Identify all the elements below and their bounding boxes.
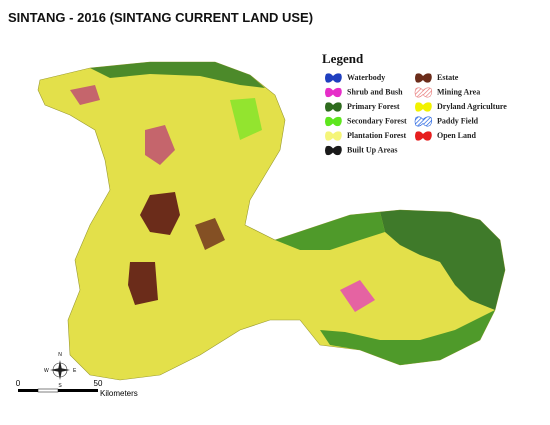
land-use-map [37, 61, 506, 381]
map-title: SINTANG - 2016 (SINTANG CURRENT LAND USE… [8, 10, 313, 25]
legend-swatch [325, 116, 342, 127]
east-label: E [73, 368, 77, 374]
scale-bar: 0 50 Kilometers [16, 379, 138, 398]
north-label: N [58, 352, 62, 358]
scale-end: 50 [94, 379, 103, 388]
legend-title: Legend [322, 51, 364, 66]
legend-swatch [415, 131, 432, 141]
legend-label: Dryland Agriculture [437, 102, 507, 111]
legend-label: Open Land [437, 131, 476, 140]
scale-unit: Kilometers [100, 389, 138, 398]
legend-label: Primary Forest [347, 102, 400, 111]
legend-label: Secondary Forest [347, 116, 407, 125]
legend-swatch [325, 131, 342, 141]
legend-label: Built Up Areas [347, 145, 398, 154]
legend-swatch [414, 116, 433, 127]
legend-swatch [325, 73, 342, 83]
legend-swatch [325, 87, 342, 98]
legend-swatch [325, 145, 342, 156]
legend-label: Waterbody [347, 73, 385, 82]
west-label: W [44, 368, 49, 374]
legend-label: Plantation Forest [347, 131, 407, 140]
north-arrow: N S E W [44, 352, 77, 389]
legend-label: Shrub and Bush [347, 87, 403, 96]
legend-swatch [415, 73, 432, 83]
legend-swatch [415, 102, 432, 112]
south-label: S [58, 383, 62, 389]
legend: Legend Waterbody Shrub and Bush Primary Fo… [322, 51, 507, 156]
scale-start: 0 [16, 379, 21, 388]
legend-swatch [414, 87, 433, 98]
legend-label: Mining Area [437, 87, 480, 96]
legend-label: Estate [437, 73, 459, 82]
legend-label: Paddy Field [437, 116, 479, 125]
legend-swatch [325, 102, 342, 112]
